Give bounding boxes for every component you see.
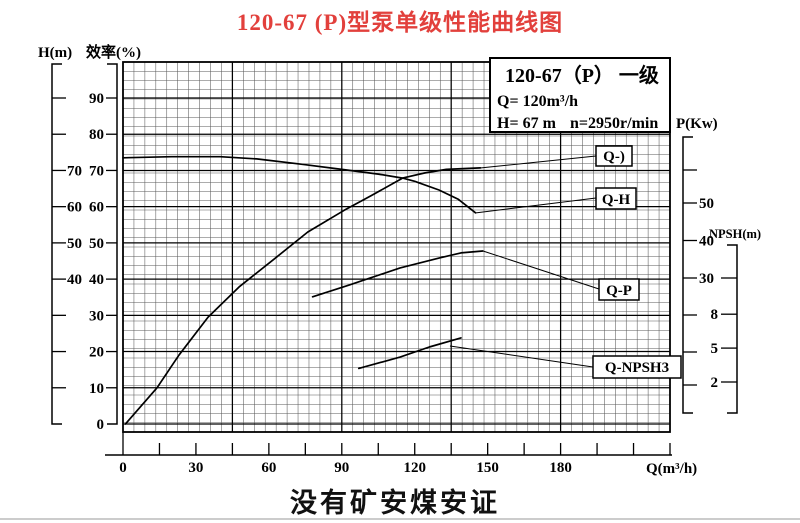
npsh-tick-2: 2 <box>711 375 719 391</box>
curves-layer <box>122 155 484 425</box>
p-axis-line <box>682 136 693 414</box>
h-axis-title: H(m) <box>38 45 72 61</box>
npsh-tick-8: 8 <box>711 307 719 323</box>
eff-tick-50: 50 <box>89 236 104 252</box>
q-tick-60: 60 <box>261 460 276 476</box>
eff-axis-title: 效率(%) <box>86 43 141 61</box>
npsh-tick-5: 5 <box>711 341 719 357</box>
eff-tick-30: 30 <box>89 308 104 324</box>
bottom-divider <box>0 518 800 520</box>
info-model-line: 120-67（P） 一级 <box>505 63 659 87</box>
eff-tick-70: 70 <box>89 163 104 179</box>
page-title: 120-67 (P)型泵单级性能曲线图 <box>236 10 564 35</box>
eff-tick-80: 80 <box>89 127 104 143</box>
rated-point-info-box: 120-67（P） 一级 Q= 120m³/h H= 67 m n=2950r/… <box>489 57 671 133</box>
eff-axis-line <box>107 63 118 425</box>
npsh-axis-title: NPSH(m) <box>709 227 761 241</box>
p-tick-40: 40 <box>699 234 714 250</box>
curve-label-qnpsh: Q-NPSH3 <box>592 355 682 379</box>
leader-line <box>449 345 594 368</box>
curve-label-qp-text: Q-P <box>606 283 632 299</box>
p-tick-50: 50 <box>699 196 714 212</box>
info-n-line: n=2950r/min <box>570 115 658 132</box>
h-tick-50: 50 <box>67 236 82 252</box>
leader-line <box>474 197 597 214</box>
eff-tick-10: 10 <box>89 381 104 397</box>
plot-border <box>122 61 671 433</box>
leader-line <box>479 155 597 169</box>
q-tick-0: 0 <box>119 460 127 476</box>
curve-Q-H <box>122 155 477 214</box>
q-tick-30: 30 <box>188 460 203 476</box>
curve-label-eta: Q-) <box>595 145 633 167</box>
curve-label-qnpsh-text: Q-NPSH3 <box>605 360 669 376</box>
h-tick-60: 60 <box>67 200 82 216</box>
leader-lines-layer <box>449 155 600 368</box>
q-tick-180: 180 <box>549 460 572 476</box>
curve-label-qh-text: Q-H <box>602 192 631 208</box>
eff-tick-40: 40 <box>89 272 104 288</box>
h-tick-40: 40 <box>67 272 82 288</box>
h-axis-line <box>51 63 62 425</box>
q-tick-90: 90 <box>334 460 349 476</box>
q-tick-150: 150 <box>476 460 499 476</box>
curve-Q-) <box>124 167 482 425</box>
curve-label-qh: Q-H <box>595 187 637 210</box>
h-tick-70: 70 <box>67 163 82 179</box>
eff-tick-20: 20 <box>89 345 104 361</box>
p-tick-30: 30 <box>699 271 714 287</box>
curve-label-qp: Q-P <box>598 278 640 301</box>
leader-line <box>482 250 600 290</box>
eff-tick-0: 0 <box>97 417 105 433</box>
q-tick-120: 120 <box>403 460 426 476</box>
info-h-line: H= 67 m <box>497 115 557 132</box>
bottom-caption: 没有矿安煤安证 <box>290 488 500 518</box>
curve-Q-P <box>311 250 484 298</box>
curve-Q-NPSH3 <box>357 337 462 370</box>
q-axis-title: Q(m³/h) <box>646 461 697 477</box>
curve-label-eta-text: Q-) <box>603 149 625 165</box>
eff-tick-60: 60 <box>89 200 104 216</box>
npsh-axis-line <box>727 244 738 414</box>
info-q-line: Q= 120m³/h <box>497 93 578 110</box>
p-axis-title: P(Kw) <box>676 116 718 132</box>
eff-tick-90: 90 <box>89 91 104 107</box>
